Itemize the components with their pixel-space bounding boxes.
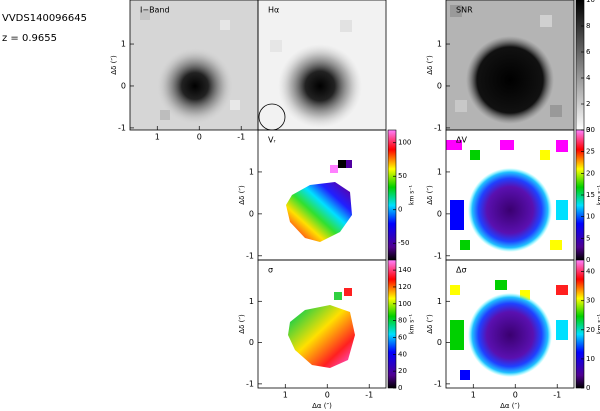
velocity-image [258, 130, 386, 260]
colorbar-tick-label: 100 [398, 139, 411, 147]
colorbar-tick-label: 40 [398, 350, 407, 358]
h-alpha-image [258, 0, 386, 131]
sigma-image [258, 260, 386, 388]
x-tick-label: 1 [471, 391, 476, 400]
y-tick-label: 1 [437, 40, 442, 49]
y-tick-label: -1 [434, 379, 442, 388]
y-tick-label: 0 [249, 338, 254, 347]
x-tick-label: 1 [283, 391, 288, 400]
colorbar-tick-label: 6 [586, 48, 591, 56]
y-axis-label: Δδ (″) [426, 55, 434, 75]
y-axis-label: Δδ (″) [110, 55, 118, 75]
colorbar-tick-label: 0 [586, 384, 590, 392]
colorbar-tick-label: 10 [586, 213, 595, 221]
y-tick-label: 0 [437, 338, 442, 347]
y-axis-label: Δδ (″) [426, 185, 434, 205]
y-tick-label: 0 [121, 81, 126, 90]
y-tick-label: -1 [434, 251, 442, 260]
panel-title: Vᵣ [268, 136, 276, 145]
y-tick-label: -1 [118, 123, 126, 132]
x-tick-label: 0 [325, 391, 330, 400]
colorbar-label: km s⁻¹ [409, 184, 416, 205]
y-tick-label: 0 [437, 81, 442, 90]
y-tick-label: 1 [437, 167, 442, 176]
y-axis-label: Δδ (″) [238, 185, 246, 205]
delta-sigma-image [446, 260, 574, 388]
panel-frame [257, 259, 387, 389]
colorbar-tick-label: 0 [586, 126, 590, 134]
colorbar-tick-label: 20 [586, 169, 595, 177]
colorbar-tick-label: 4 [586, 74, 591, 82]
delta-v-image [446, 130, 574, 260]
x-tick-label: 0 [197, 133, 202, 142]
y-tick-label: -1 [434, 123, 442, 132]
colorbar-tick-label: 40 [586, 268, 595, 276]
redshift: z = 0.9655 [2, 33, 57, 44]
colorbar-tick-label: 60 [398, 333, 407, 341]
colorbar-tick-label: 2 [586, 100, 590, 108]
panel-title: I−Band [140, 6, 170, 15]
panel-title: σ [268, 266, 273, 275]
colorbar [387, 129, 397, 261]
colorbar-tick-label: 30 [586, 297, 595, 305]
x-axis-label: Δα (″) [500, 402, 520, 410]
colorbar [387, 259, 397, 389]
colorbar [575, 0, 585, 131]
y-tick-label: 1 [121, 40, 126, 49]
colorbar-label: km s⁻¹ [597, 184, 600, 205]
y-tick-label: 1 [437, 297, 442, 306]
colorbar-tick-label: 140 [398, 266, 411, 274]
colorbar-tick-label: 100 [398, 300, 411, 308]
colorbar-tick-label: 80 [398, 317, 407, 325]
x-tick-label: 0 [513, 391, 518, 400]
x-tick-label: 1 [155, 133, 160, 142]
panel-title: Hα [268, 6, 279, 15]
colorbar-tick-label: 25 [586, 148, 595, 156]
colorbar-tick-label: 120 [398, 283, 411, 291]
y-tick-label: -1 [246, 251, 254, 260]
colorbar-label: km s⁻¹ [409, 313, 416, 334]
colorbar-tick-label: 8 [586, 22, 590, 30]
colorbar-tick-label: 5 [586, 234, 590, 242]
colorbar-tick-label: 0 [398, 384, 402, 392]
colorbar-tick-label: 20 [586, 326, 595, 334]
x-tick-label: -1 [553, 391, 561, 400]
x-tick-label: -1 [365, 391, 373, 400]
colorbar-tick-label: 10 [586, 355, 595, 363]
object-name: VVDS140096645 [2, 13, 87, 24]
colorbar-tick-label: 15 [586, 191, 595, 199]
y-axis-label: Δδ (″) [238, 314, 246, 334]
snr-image [446, 0, 574, 130]
colorbar-tick-label: 10 [586, 0, 595, 4]
x-tick-label: -1 [237, 133, 245, 142]
y-tick-label: 0 [437, 209, 442, 218]
y-axis-label: Δδ (″) [426, 314, 434, 334]
y-tick-label: 0 [249, 209, 254, 218]
x-axis-label: Δα (″) [312, 402, 332, 410]
colorbar [575, 259, 585, 389]
panel-frame [445, 259, 575, 389]
colorbar-tick-label: 0 [398, 206, 402, 214]
colorbar-tick-label: 20 [398, 367, 407, 375]
colorbar-tick-label: 50 [398, 172, 407, 180]
colorbar-tick-label: 30 [586, 126, 595, 134]
panel-title: Δσ [456, 266, 467, 275]
colorbar-tick-label: -50 [398, 239, 409, 247]
y-tick-label: 1 [249, 297, 254, 306]
panel-title: SNR [456, 6, 473, 15]
y-tick-label: -1 [246, 379, 254, 388]
i-band-image [130, 0, 258, 130]
colorbar-label: km s⁻¹ [597, 313, 600, 334]
colorbar-tick-label: 0 [586, 256, 590, 264]
panel-title: ΔV [456, 136, 467, 145]
y-tick-label: 1 [249, 167, 254, 176]
